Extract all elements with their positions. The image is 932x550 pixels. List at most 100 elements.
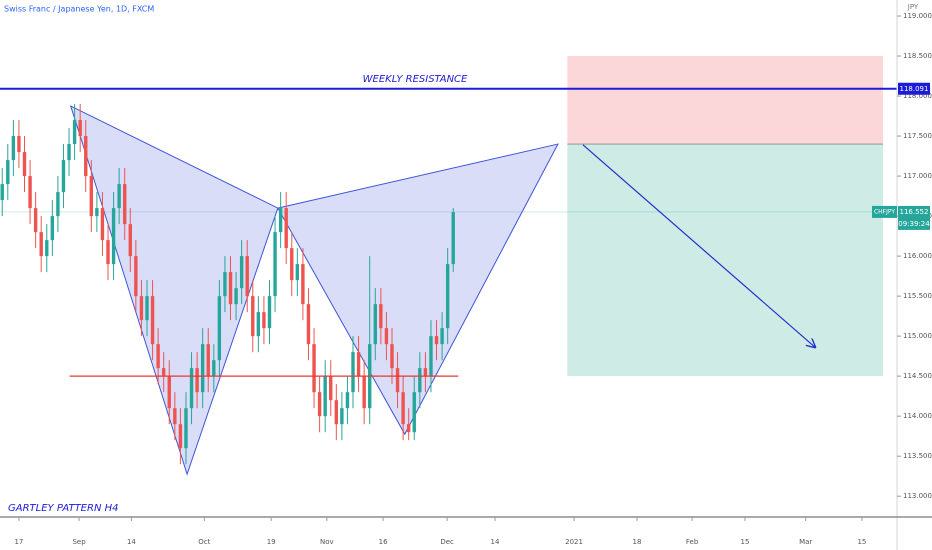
candle-body xyxy=(0,184,4,201)
x-tick-label: 15 xyxy=(741,538,750,546)
pattern-name: GARTLEY PATTERN H4 xyxy=(8,503,119,514)
candle-body xyxy=(111,208,116,265)
candle-body xyxy=(39,232,43,257)
candle-body xyxy=(22,152,27,177)
chart-title: Swiss Franc / Japanese Yen, 1D, FXCM xyxy=(4,5,154,14)
candle-body xyxy=(173,408,177,425)
candle-body xyxy=(17,136,21,153)
x-tick-label: Nov xyxy=(320,538,334,546)
candle-body xyxy=(217,296,222,361)
candle-body xyxy=(89,176,94,217)
candle-body xyxy=(412,392,416,433)
y-tick-label: 114.500 xyxy=(903,372,932,380)
candle-body xyxy=(6,160,10,185)
x-tick-label: 19 xyxy=(267,538,276,546)
candle-body xyxy=(45,240,49,257)
candle-body xyxy=(384,328,389,345)
last-price-box xyxy=(898,205,930,230)
candle-body xyxy=(145,296,149,321)
candle-body xyxy=(317,392,322,417)
candle-body xyxy=(356,352,361,377)
candle-body xyxy=(84,136,88,177)
candle-body xyxy=(312,344,316,393)
symbol-box xyxy=(872,205,897,218)
x-tick-label: 17 xyxy=(14,538,23,546)
x-tick-label: Oct xyxy=(198,538,210,546)
candle-body xyxy=(440,328,444,345)
candle-body xyxy=(200,344,205,393)
candle-body xyxy=(11,136,16,161)
pattern-leg xyxy=(277,143,559,436)
x-tick-label: 18 xyxy=(633,538,642,546)
candle-body xyxy=(273,232,277,297)
candle-body xyxy=(306,304,311,345)
candle-body xyxy=(117,184,121,209)
candle-body xyxy=(278,208,283,233)
candle-body xyxy=(184,408,188,449)
candle-body xyxy=(451,212,455,265)
candle-body xyxy=(167,376,171,409)
candle-body xyxy=(390,344,394,369)
candle-body xyxy=(195,368,199,393)
candle-body xyxy=(50,216,55,241)
candle-body xyxy=(95,208,99,217)
candle-body xyxy=(234,288,238,305)
last-price-label: 116.552 xyxy=(900,208,929,216)
resistance-text: WEEKLY RESISTANCE xyxy=(363,74,468,85)
symbol-label: CHFJPY xyxy=(874,208,895,215)
candle-body xyxy=(284,208,288,249)
candle-body xyxy=(362,376,366,409)
candle-body xyxy=(290,248,294,281)
y-tick-label: 113.000 xyxy=(903,492,932,500)
plot-area xyxy=(0,56,897,476)
candle-body xyxy=(351,352,355,393)
x-tick-label: Sep xyxy=(72,538,86,546)
candle-body xyxy=(406,424,411,433)
stop-zone xyxy=(567,56,884,145)
candle-body xyxy=(329,376,333,401)
candle-body xyxy=(434,336,439,345)
candle-body xyxy=(340,408,344,425)
x-tick-label: 15 xyxy=(857,538,866,546)
x-tick-label: 2021 xyxy=(565,538,583,546)
candle-body xyxy=(78,120,82,137)
candle-body xyxy=(106,240,110,265)
target-zone xyxy=(567,144,884,377)
candle-body xyxy=(61,160,66,193)
y-tick-label: 117.000 xyxy=(903,172,932,180)
resistance-price-label: 118.091 xyxy=(900,85,929,93)
x-tick-label: Dec xyxy=(440,538,454,546)
candle-body xyxy=(423,368,428,377)
candle-body xyxy=(395,368,400,393)
y-axis-label: JPY xyxy=(907,3,919,11)
candle-body xyxy=(256,312,261,337)
x-tick-label: Mar xyxy=(799,538,812,546)
candle-body xyxy=(373,304,377,345)
candle-body xyxy=(33,208,38,233)
y-tick-label: 118.000 xyxy=(903,92,932,100)
candle-body xyxy=(323,376,327,417)
candle-body xyxy=(301,264,305,305)
y-tick-label: 115.500 xyxy=(903,292,932,300)
x-tick-label: 14 xyxy=(127,538,136,546)
candle-body xyxy=(178,424,183,449)
candle-body xyxy=(262,312,266,329)
forecast-arrow xyxy=(582,144,815,347)
candle-body xyxy=(251,296,255,337)
candle-body xyxy=(239,256,244,289)
candle-body xyxy=(418,368,422,393)
candle-body xyxy=(100,208,105,241)
candle-body xyxy=(128,224,132,257)
candle-body xyxy=(134,256,138,297)
candle-body xyxy=(445,264,450,329)
y-tick-label: 119.000 xyxy=(903,12,932,20)
candle-body xyxy=(267,296,272,329)
x-tick-label: 14 xyxy=(491,538,500,546)
candle-body xyxy=(67,144,71,161)
candle-body xyxy=(228,272,233,305)
candle-body xyxy=(139,296,144,321)
candle-body xyxy=(28,176,32,209)
y-tick-label: 118.500 xyxy=(903,52,932,60)
x-tick-label: Feb xyxy=(686,538,699,546)
